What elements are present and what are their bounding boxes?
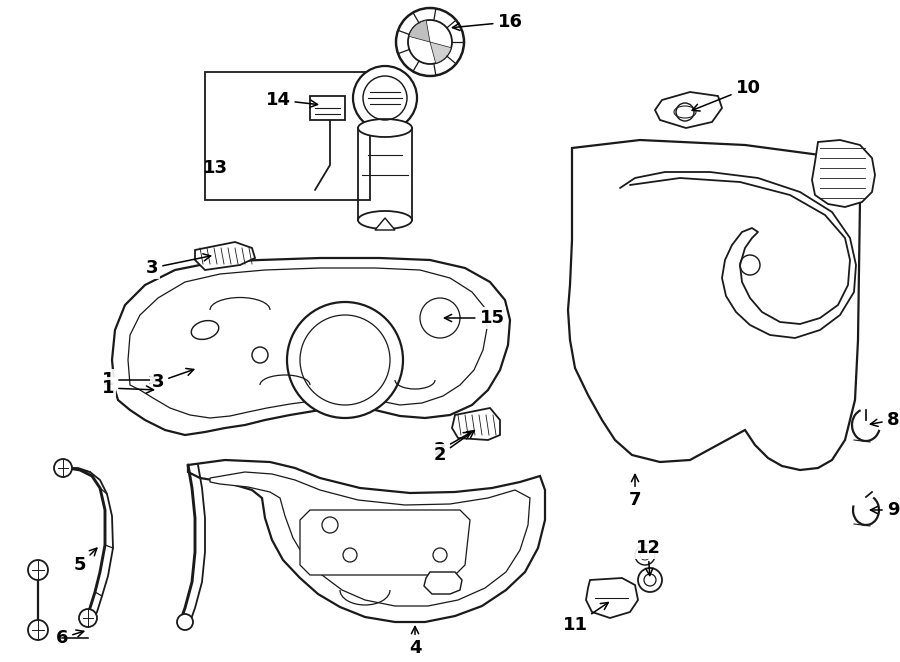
Text: 9: 9 xyxy=(870,501,899,519)
Polygon shape xyxy=(210,472,530,606)
Text: 3: 3 xyxy=(152,369,194,391)
Polygon shape xyxy=(424,572,462,594)
Text: 2: 2 xyxy=(434,430,474,464)
Circle shape xyxy=(79,609,97,627)
Text: 7: 7 xyxy=(629,475,641,509)
Text: 15: 15 xyxy=(445,309,505,327)
Text: 8: 8 xyxy=(870,411,899,429)
Polygon shape xyxy=(112,258,510,435)
Text: 12: 12 xyxy=(635,539,661,575)
Text: 10: 10 xyxy=(692,79,760,111)
Text: 1: 1 xyxy=(102,371,158,389)
Wedge shape xyxy=(430,42,451,64)
Polygon shape xyxy=(358,128,412,220)
Text: 11: 11 xyxy=(562,602,608,634)
Polygon shape xyxy=(452,408,500,440)
Circle shape xyxy=(287,302,403,418)
Circle shape xyxy=(396,8,464,76)
Polygon shape xyxy=(300,510,470,575)
Circle shape xyxy=(28,620,48,640)
Text: 6: 6 xyxy=(56,629,84,647)
Wedge shape xyxy=(409,21,430,42)
Polygon shape xyxy=(310,96,345,120)
Circle shape xyxy=(54,459,72,477)
Circle shape xyxy=(28,560,48,580)
Polygon shape xyxy=(568,140,860,470)
Circle shape xyxy=(353,66,417,130)
Ellipse shape xyxy=(358,211,412,229)
Text: 4: 4 xyxy=(409,626,421,657)
Polygon shape xyxy=(812,140,875,207)
Text: 16: 16 xyxy=(453,13,523,31)
Text: 3: 3 xyxy=(146,254,211,277)
Text: 2: 2 xyxy=(434,432,471,459)
Text: 1: 1 xyxy=(102,379,154,397)
Text: 13: 13 xyxy=(202,159,228,177)
Text: 5: 5 xyxy=(74,548,97,574)
Polygon shape xyxy=(188,460,545,622)
Circle shape xyxy=(638,568,662,592)
Circle shape xyxy=(177,614,193,630)
Polygon shape xyxy=(586,578,638,618)
Ellipse shape xyxy=(358,119,412,137)
Polygon shape xyxy=(195,242,255,270)
Polygon shape xyxy=(375,218,395,230)
Polygon shape xyxy=(655,92,722,128)
Text: 17: 17 xyxy=(0,661,1,662)
Text: 14: 14 xyxy=(266,91,318,109)
Polygon shape xyxy=(128,268,487,418)
